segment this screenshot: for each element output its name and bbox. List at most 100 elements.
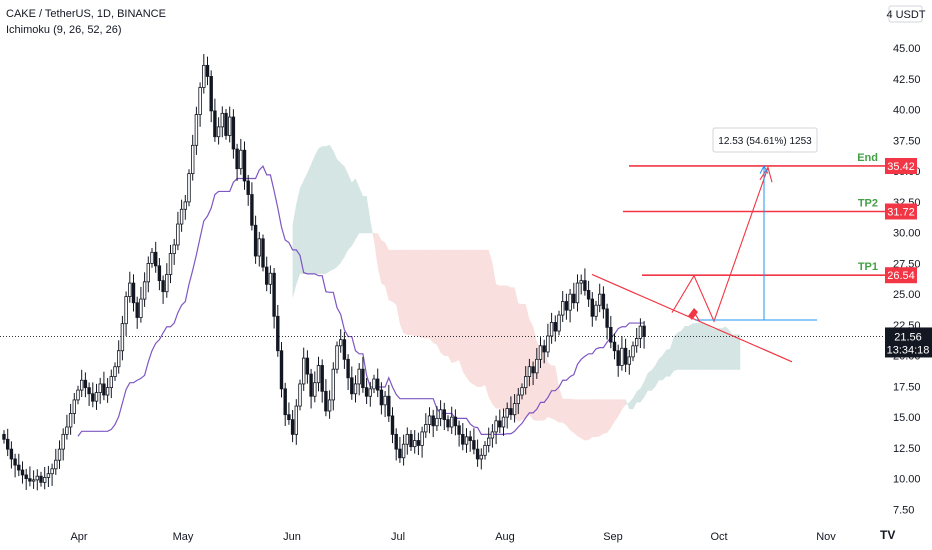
cloud-segment bbox=[688, 323, 693, 370]
cloud-segment bbox=[377, 233, 382, 284]
candle-body bbox=[57, 448, 62, 461]
candle-body bbox=[65, 426, 69, 435]
cloud-segment bbox=[581, 399, 585, 441]
cloud-segment bbox=[429, 249, 434, 344]
candle-body bbox=[279, 350, 284, 390]
time-tick-label: Jul bbox=[391, 531, 405, 543]
time-tick-label: Nov bbox=[816, 531, 836, 543]
target-level-label: End bbox=[857, 152, 878, 164]
kijun-line bbox=[77, 165, 645, 437]
candle-body bbox=[120, 323, 125, 352]
cloud-segment bbox=[325, 144, 330, 274]
candle-body bbox=[623, 347, 628, 365]
candle-body bbox=[335, 345, 339, 370]
target-level-label: TP2 bbox=[858, 197, 878, 209]
candle-body bbox=[642, 325, 646, 337]
candle-body bbox=[294, 405, 298, 435]
cloud-segment bbox=[436, 249, 441, 353]
candle-body bbox=[35, 475, 39, 481]
candle-body bbox=[486, 437, 491, 446]
candle-body bbox=[412, 440, 417, 448]
time-tick-label: May bbox=[173, 531, 194, 543]
candle-body bbox=[461, 433, 465, 445]
candle-body bbox=[209, 76, 213, 112]
candle-body bbox=[338, 339, 343, 347]
candle-body bbox=[13, 458, 17, 466]
time-axis[interactable]: Apr May Jun Jul Aug Sep Oct Nov bbox=[0, 523, 885, 550]
candle-body bbox=[427, 415, 432, 425]
cloud-segment bbox=[403, 249, 408, 336]
candle-body bbox=[87, 387, 91, 395]
candle-body bbox=[113, 366, 117, 377]
candle-body bbox=[601, 293, 606, 310]
cloud-segment bbox=[477, 249, 482, 388]
level-price-tag bbox=[885, 203, 917, 220]
price-axis[interactable]: 4 USDT7.5010.0012.5015.0017.5020.0022.50… bbox=[885, 0, 932, 550]
cloud-segment bbox=[422, 249, 426, 339]
candle-body bbox=[516, 394, 520, 405]
cloud-segment bbox=[625, 399, 630, 410]
candle-body bbox=[350, 377, 354, 395]
candle-body bbox=[527, 366, 532, 377]
candle-body bbox=[572, 293, 576, 304]
cloud-segment bbox=[485, 249, 489, 397]
candle-body bbox=[102, 383, 106, 396]
cloud-segment bbox=[314, 148, 319, 274]
cloud-segment bbox=[322, 146, 326, 274]
candle-body bbox=[190, 144, 195, 175]
candle-body bbox=[498, 420, 502, 428]
candle-body bbox=[139, 298, 143, 318]
candle-body bbox=[131, 282, 136, 304]
cloud-segment bbox=[388, 249, 393, 302]
candle-body bbox=[276, 315, 280, 352]
cloud-segment bbox=[566, 398, 571, 431]
cloud-segment bbox=[374, 233, 378, 268]
candle-body bbox=[146, 262, 150, 283]
cloud-segment bbox=[333, 150, 337, 270]
cloud-segment bbox=[699, 323, 704, 370]
cloud-segment bbox=[584, 399, 589, 441]
cloud-segment bbox=[570, 398, 574, 433]
indicator-title[interactable]: Ichimoku (9, 26, 52, 26) bbox=[6, 24, 122, 36]
cloud-segment bbox=[462, 249, 467, 378]
cloud-segment bbox=[677, 331, 682, 370]
cloud-segment bbox=[444, 249, 448, 356]
candle-body bbox=[6, 438, 10, 450]
candle-body bbox=[327, 399, 332, 412]
tradingview-logo[interactable]: TV bbox=[880, 528, 896, 542]
cloud-segment bbox=[544, 348, 548, 421]
candle-body bbox=[261, 238, 265, 268]
cloud-segment bbox=[644, 372, 648, 398]
cloud-segment bbox=[647, 370, 652, 391]
cloud-segment bbox=[433, 249, 437, 345]
candle-body bbox=[183, 201, 187, 210]
cloud-segment bbox=[514, 287, 519, 422]
candle-body bbox=[9, 448, 14, 460]
candle-body bbox=[242, 149, 247, 182]
cloud-segment bbox=[610, 399, 615, 428]
cloud-segment bbox=[459, 249, 463, 372]
cloud-segment bbox=[603, 399, 608, 434]
candle-body bbox=[483, 445, 487, 456]
price-tick-label: 17.50 bbox=[893, 381, 921, 393]
price-tick-label: 15.00 bbox=[893, 412, 921, 424]
candle-body bbox=[379, 389, 384, 406]
candle-body bbox=[161, 280, 165, 293]
candle-body bbox=[453, 416, 458, 427]
candle-body bbox=[176, 223, 180, 246]
cloud-segment bbox=[529, 319, 534, 420]
candle-body bbox=[353, 383, 358, 395]
candle-body bbox=[583, 280, 587, 291]
candle-body bbox=[442, 409, 446, 421]
symbol-title[interactable]: CAKE / TetherUS, 1D, BINANCE bbox=[6, 8, 166, 20]
candle-body bbox=[290, 419, 295, 435]
candle-body bbox=[17, 464, 21, 471]
candle-body bbox=[535, 358, 539, 374]
candle-body bbox=[213, 110, 217, 138]
candle-body bbox=[468, 436, 472, 441]
cloud-segment bbox=[599, 399, 604, 437]
candle-body bbox=[39, 475, 43, 483]
cloud-segment bbox=[318, 146, 323, 274]
candle-body bbox=[575, 282, 580, 304]
